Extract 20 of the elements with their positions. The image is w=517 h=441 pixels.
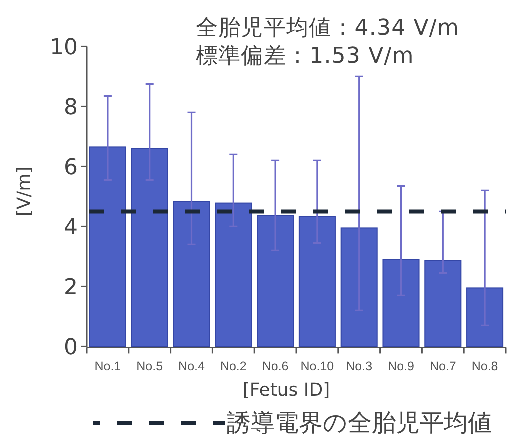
y-tick-label: 4 bbox=[64, 216, 78, 241]
y-axis-title: [V/m] bbox=[14, 166, 35, 217]
x-axis-title: [Fetus ID] bbox=[242, 380, 330, 401]
x-tick-label: No.5 bbox=[136, 360, 164, 374]
x-tick-label: No.8 bbox=[472, 360, 498, 374]
x-tick-label: No.10 bbox=[300, 360, 334, 374]
y-tick-label: 10 bbox=[50, 36, 78, 61]
legend: 誘導電界の全胎児平均値 bbox=[93, 409, 492, 437]
ref-line-label: 誘導電界の全胎児平均値 bbox=[227, 409, 492, 437]
x-tick-label: No.3 bbox=[346, 360, 373, 374]
x-tick-label: No.7 bbox=[430, 360, 456, 374]
x-tick-label: No.4 bbox=[178, 360, 205, 374]
x-tick-label: No.9 bbox=[388, 360, 414, 374]
x-tick-label: No.2 bbox=[220, 360, 247, 374]
y-tick-label: 6 bbox=[64, 156, 78, 181]
y-tick-label: 2 bbox=[64, 276, 78, 301]
y-tick-label: 8 bbox=[64, 96, 78, 121]
x-tick-label: No.1 bbox=[94, 360, 122, 374]
y-tick-label: 0 bbox=[64, 336, 78, 361]
x-tick-label: No.6 bbox=[262, 360, 289, 374]
